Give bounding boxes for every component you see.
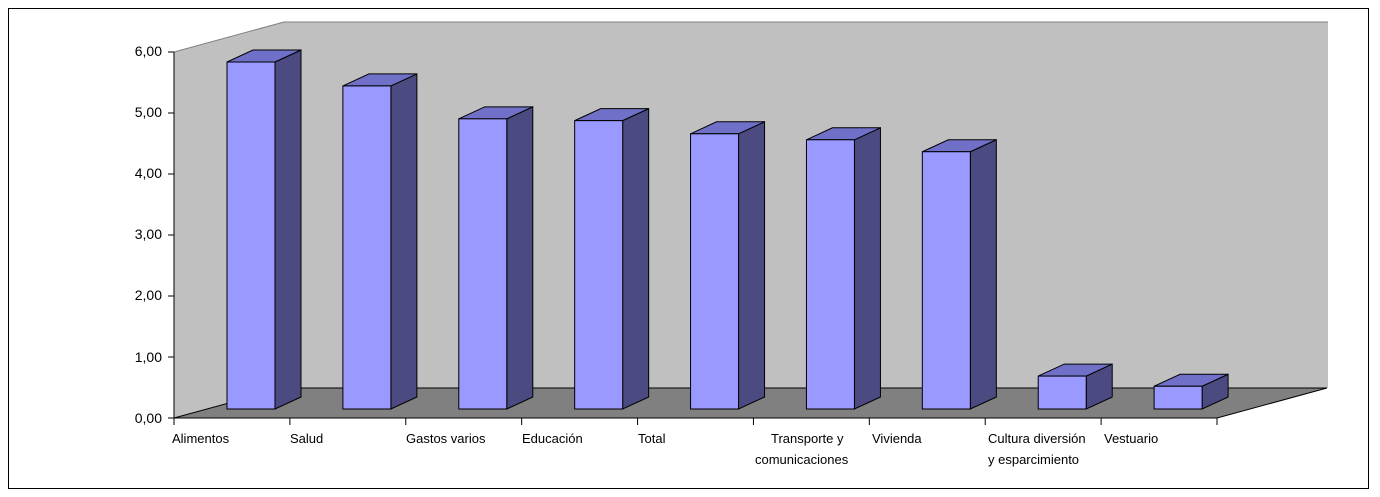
bar (1037, 363, 1113, 410)
y-tick-label: 2,00 (135, 287, 162, 303)
x-tick-label-line: Transporte y (771, 431, 844, 446)
x-tick-label: Alimentos (172, 431, 230, 446)
bar-front (1037, 375, 1087, 410)
x-tick-label: Total (638, 431, 666, 446)
bar-side (969, 138, 997, 410)
bar-front (458, 118, 508, 410)
bar-side (622, 107, 650, 410)
y-tick-label: 0,00 (135, 410, 162, 426)
wall-edge (173, 21, 1328, 53)
bar (1153, 373, 1229, 410)
bar-front (1153, 385, 1203, 410)
bar (805, 126, 881, 410)
bar (574, 107, 650, 410)
x-tick-label: Transporte y comunicaciones (755, 431, 849, 467)
bar-side (274, 49, 302, 410)
bar-front (574, 120, 624, 410)
bar-side (390, 73, 418, 410)
x-tick-label: Gastos varios (406, 431, 486, 446)
x-tick-label: Vestuario (1104, 431, 1158, 446)
bar (921, 138, 997, 410)
bar-side (506, 106, 534, 410)
x-tick-label: Salud (290, 431, 323, 446)
bar-side (853, 126, 881, 410)
bar-front (921, 151, 971, 410)
bar-front (805, 139, 855, 410)
x-tick-label: Vivienda (872, 431, 922, 446)
x-tick-label: Cultura diversión y esparcimiento (988, 431, 1086, 467)
bar (342, 73, 418, 410)
x-tick-label: Educación (522, 431, 583, 446)
bar-front (342, 85, 392, 410)
y-tick-label: 1,00 (135, 349, 162, 365)
bar-front (690, 133, 740, 410)
bar-front (226, 61, 276, 410)
bar (458, 106, 534, 410)
y-tick-label: 4,00 (135, 165, 162, 181)
x-tick-label-line: comunicaciones (755, 452, 849, 467)
x-tick-label-line: Cultura diversión (988, 431, 1086, 446)
y-tick-label: 3,00 (135, 226, 162, 242)
y-tick-label: 5,00 (135, 104, 162, 120)
x-tick-label-line: y esparcimiento (988, 452, 1079, 467)
y-tick-label: 6,00 (135, 43, 162, 59)
bar-side (738, 121, 766, 410)
bar (690, 121, 766, 410)
bar (226, 49, 302, 410)
